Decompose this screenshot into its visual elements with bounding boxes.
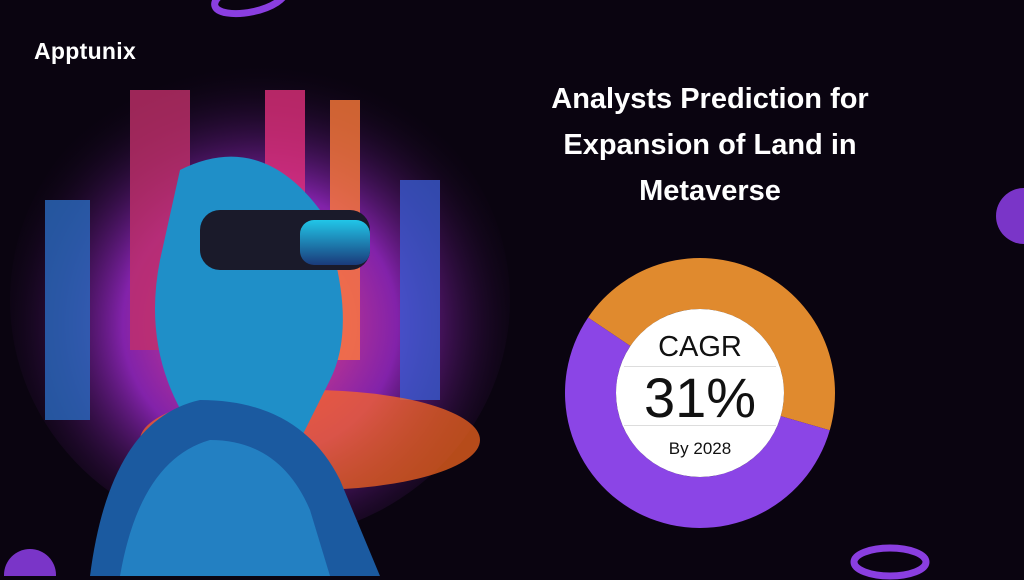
vr-woman-city-illustration <box>10 60 510 576</box>
purple-sphere-decoration <box>4 549 56 576</box>
divider <box>624 366 776 367</box>
cagr-year: By 2028 <box>668 439 732 458</box>
purple-sphere-decoration <box>996 188 1024 244</box>
purple-ring-decoration <box>211 0 289 18</box>
cagr-label: CAGR <box>658 331 742 363</box>
donut-slice-1 <box>565 317 830 528</box>
divider <box>624 425 776 426</box>
title-line: Metaverse <box>639 175 781 207</box>
brand-logo: Apptunix <box>34 38 137 64</box>
donut-center <box>616 309 784 477</box>
title-line: Analysts Prediction for <box>551 83 869 115</box>
donut-center-label: CAGR 31% By 2028 <box>616 309 784 477</box>
cagr-donut-chart <box>565 258 835 528</box>
donut-slice-0 <box>588 258 835 431</box>
cagr-value: 31% <box>643 366 757 429</box>
infographic-title: Analysts Prediction for Expansion of Lan… <box>520 76 900 214</box>
title-line: Expansion of Land in <box>563 129 857 161</box>
purple-ring-decoration <box>850 544 930 580</box>
